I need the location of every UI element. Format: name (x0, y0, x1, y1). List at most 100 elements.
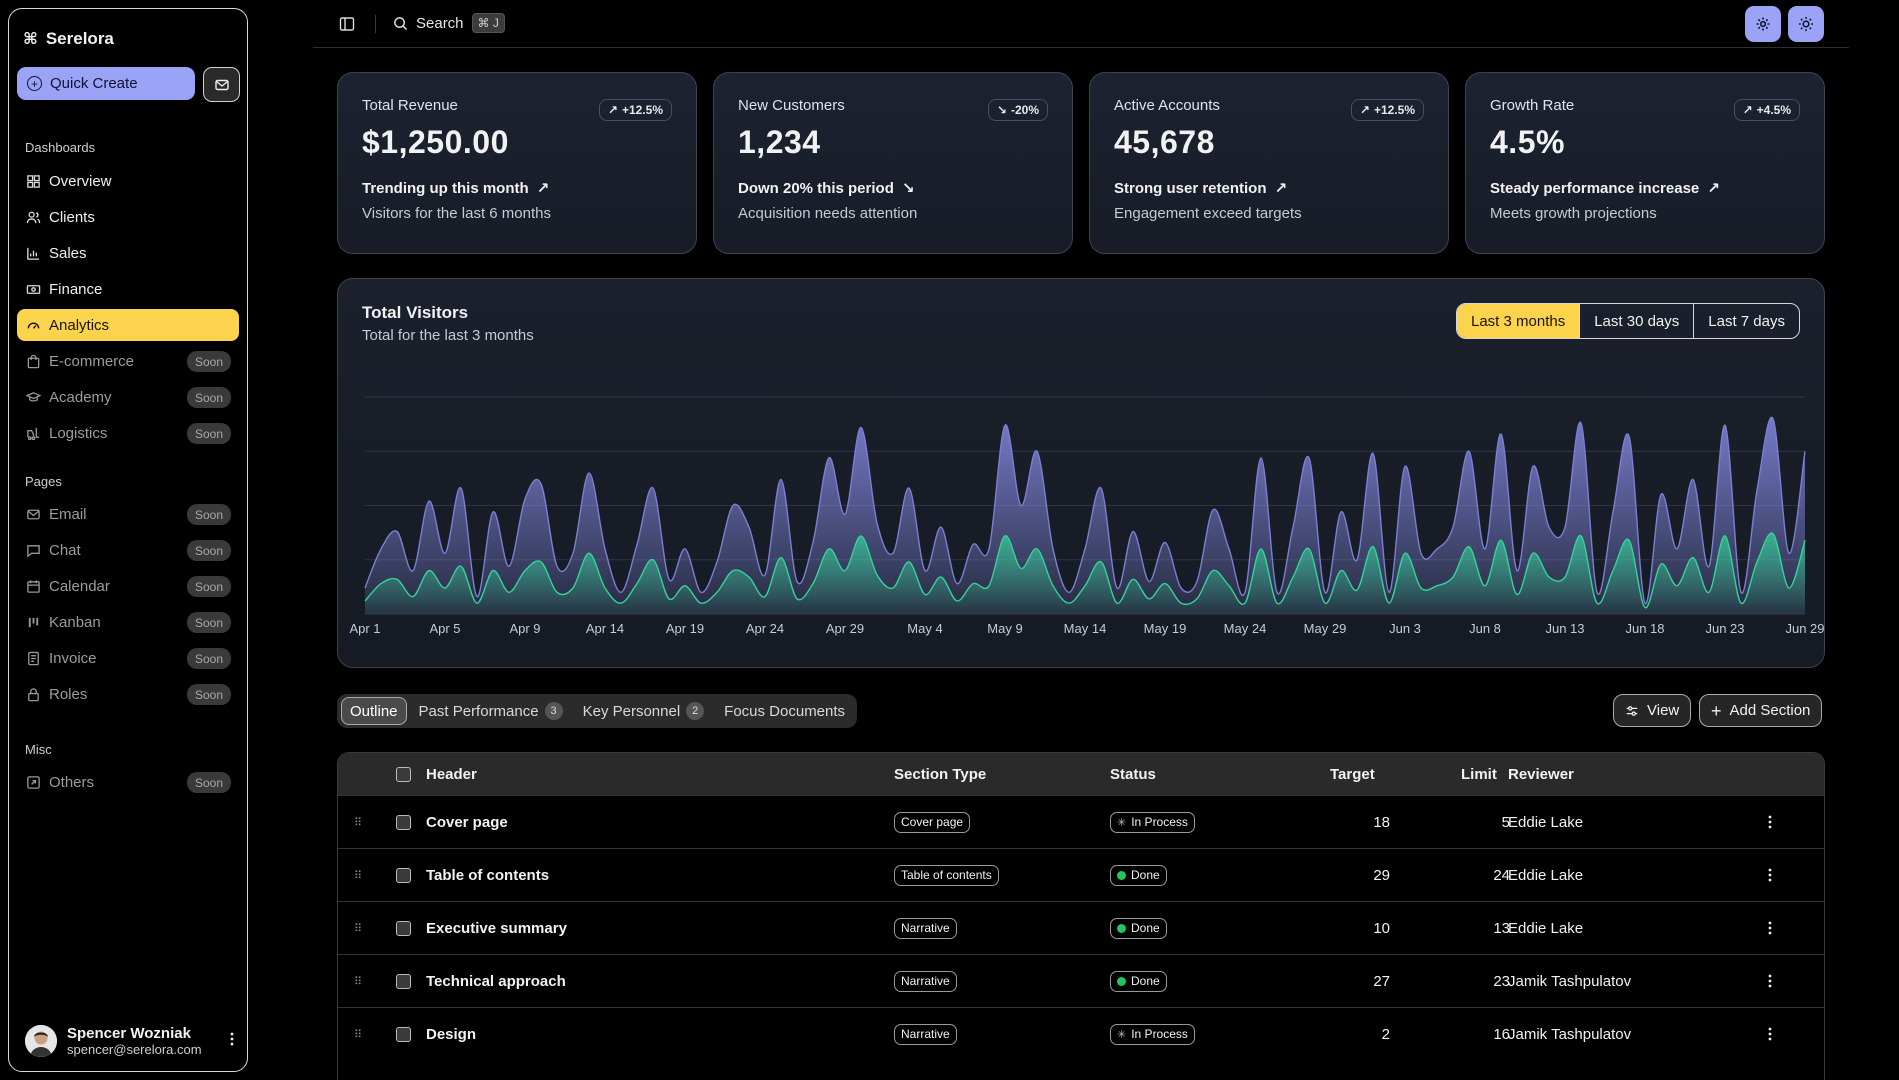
sidebar-item-roles[interactable]: Roles Soon (17, 678, 239, 710)
select-all-checkbox[interactable] (396, 766, 411, 782)
reviewer[interactable]: Jamik Tashpulatov (1508, 972, 1632, 990)
tab-focus-documents[interactable]: Focus Documents (716, 697, 853, 725)
column-header[interactable]: Section Type (894, 765, 987, 783)
stat-label: New Customers (738, 97, 845, 114)
target-value[interactable]: 29 (1373, 866, 1390, 884)
tab-outline[interactable]: Outline (341, 697, 407, 725)
row-checkbox[interactable] (396, 973, 411, 989)
search-button[interactable]: Search ⌘ J (393, 13, 505, 33)
sidebar-item-others[interactable]: Others Soon (17, 766, 239, 798)
grid-icon (25, 173, 41, 189)
table-body: ⠿ Cover page Cover page ✳ In Process 18 5 Eddie… (338, 795, 1824, 1060)
status-badge: ✳ In Process (1110, 811, 1195, 833)
table-row[interactable]: ⠿ Design Narrative ✳ In Process 2 16 Jamik Tash… (338, 1007, 1824, 1060)
sidebar-item-calendar[interactable]: Calendar Soon (17, 570, 239, 602)
table-row[interactable]: ⠿ Executive summary Narrative Done 10 13 Eddie… (338, 901, 1824, 954)
banknote-icon (25, 281, 41, 297)
view-label: View (1647, 702, 1680, 719)
reviewer[interactable]: Eddie Lake (1508, 919, 1584, 937)
row-checkbox[interactable] (396, 814, 411, 830)
more-vertical-icon[interactable] (1762, 867, 1778, 883)
x-tick-label: Apr 29 (826, 621, 864, 636)
range-option-30-days[interactable]: Last 30 days (1579, 304, 1693, 338)
sidebar-item-logistics[interactable]: Logistics Soon (17, 417, 239, 449)
drag-handle-icon[interactable]: ⠿ (354, 869, 362, 882)
tab-past-performance[interactable]: Past Performance 3 (411, 697, 571, 725)
x-tick-label: May 19 (1144, 621, 1187, 636)
reviewer[interactable]: Eddie Lake (1508, 866, 1584, 884)
sidebar-item-analytics[interactable]: Analytics (17, 309, 239, 341)
sidebar-item-chat[interactable]: Chat Soon (17, 534, 239, 566)
limit-value[interactable]: 13 (1493, 919, 1510, 937)
limit-value[interactable]: 23 (1493, 972, 1510, 990)
theme-toggle-button[interactable] (1788, 6, 1824, 42)
row-checkbox[interactable] (396, 867, 411, 883)
quick-create-button[interactable]: + Quick Create (17, 67, 195, 100)
soon-badge: Soon (186, 423, 231, 444)
sidebar-item-ecommerce[interactable]: E-commerce Soon (17, 345, 239, 377)
tab-key-personnel[interactable]: Key Personnel 2 (575, 697, 713, 725)
range-option-3-months[interactable]: Last 3 months (1457, 304, 1580, 338)
limit-value[interactable]: 5 (1501, 813, 1510, 831)
column-header[interactable]: Header (426, 765, 477, 783)
column-header[interactable]: Status (1110, 765, 1156, 783)
row-checkbox[interactable] (396, 920, 411, 936)
row-header[interactable]: Executive summary (426, 919, 567, 937)
table-row[interactable]: ⠿ Table of contents Table of contents Done 2… (338, 848, 1824, 901)
more-vertical-icon[interactable] (1762, 973, 1778, 989)
x-tick-label: May 29 (1304, 621, 1347, 636)
sidebar-item-kanban[interactable]: Kanban Soon (17, 606, 239, 638)
view-button[interactable]: View (1613, 694, 1692, 727)
sidebar-item-finance[interactable]: Finance (17, 273, 239, 305)
user-menu[interactable]: Spencer Wozniak spencer@serelora.com (25, 1021, 240, 1061)
inbox-button[interactable] (203, 67, 240, 102)
reviewer[interactable]: Eddie Lake (1508, 813, 1584, 831)
column-header[interactable]: Reviewer (1508, 765, 1574, 783)
row-header[interactable]: Design (426, 1025, 477, 1043)
message-square-icon (25, 542, 41, 558)
drag-handle-icon[interactable]: ⠿ (354, 975, 362, 988)
target-value[interactable]: 18 (1373, 813, 1390, 831)
column-header[interactable]: Limit (1461, 765, 1497, 783)
trend-text: Trending up this month (362, 179, 529, 197)
limit-value[interactable]: 16 (1493, 1025, 1510, 1043)
sidebar-item-email[interactable]: Email Soon (17, 498, 239, 530)
status-badge: Done (1110, 970, 1167, 992)
row-checkbox[interactable] (396, 1026, 411, 1042)
more-vertical-icon[interactable] (1762, 920, 1778, 936)
sidebar-item-clients[interactable]: Clients (17, 201, 239, 233)
sidebar-toggle-icon[interactable] (339, 16, 355, 37)
more-vertical-icon[interactable] (1762, 1026, 1778, 1042)
brand[interactable]: ⌘ Serelora (23, 29, 114, 49)
settings-button[interactable] (1745, 6, 1781, 42)
target-value[interactable]: 2 (1381, 1025, 1390, 1043)
column-header[interactable]: Target (1330, 765, 1375, 783)
drag-handle-icon[interactable]: ⠿ (354, 816, 362, 829)
drag-handle-icon[interactable]: ⠿ (354, 1028, 362, 1041)
range-option-7-days[interactable]: Last 7 days (1693, 304, 1799, 338)
row-header[interactable]: Cover page (426, 813, 508, 831)
badge-text: +4.5% (1756, 103, 1791, 117)
trend-badge: ↗ +4.5% (1733, 99, 1800, 121)
stat-card-growth: Growth Rate 4.5% ↗ +4.5% Steady performan… (1465, 72, 1825, 254)
limit-value[interactable]: 24 (1493, 866, 1510, 884)
table-row[interactable]: ⠿ Cover page Cover page ✳ In Process 18 5 Eddie… (338, 795, 1824, 848)
target-value[interactable]: 10 (1373, 919, 1390, 937)
trending-down-icon: ↘ (996, 103, 1007, 117)
table-row[interactable]: ⠿ Technical approach Narrative Done 27 23 Jami… (338, 954, 1824, 1007)
add-section-button[interactable]: + Add Section (1699, 694, 1823, 727)
row-header[interactable]: Technical approach (426, 972, 566, 990)
search-shortcut: ⌘ J (471, 13, 505, 33)
row-header[interactable]: Table of contents (426, 866, 550, 884)
reviewer[interactable]: Jamik Tashpulatov (1508, 1025, 1632, 1043)
kanban-icon (25, 614, 41, 630)
more-vertical-icon[interactable] (224, 1031, 240, 1052)
sidebar-item-sales[interactable]: Sales (17, 237, 239, 269)
sidebar-item-invoice[interactable]: Invoice Soon (17, 642, 239, 674)
drag-handle-icon[interactable]: ⠿ (354, 922, 362, 935)
add-section-label: Add Section (1729, 702, 1811, 719)
target-value[interactable]: 27 (1373, 972, 1390, 990)
more-vertical-icon[interactable] (1762, 814, 1778, 830)
sidebar-item-overview[interactable]: Overview (17, 165, 239, 197)
sidebar-item-academy[interactable]: Academy Soon (17, 381, 239, 413)
